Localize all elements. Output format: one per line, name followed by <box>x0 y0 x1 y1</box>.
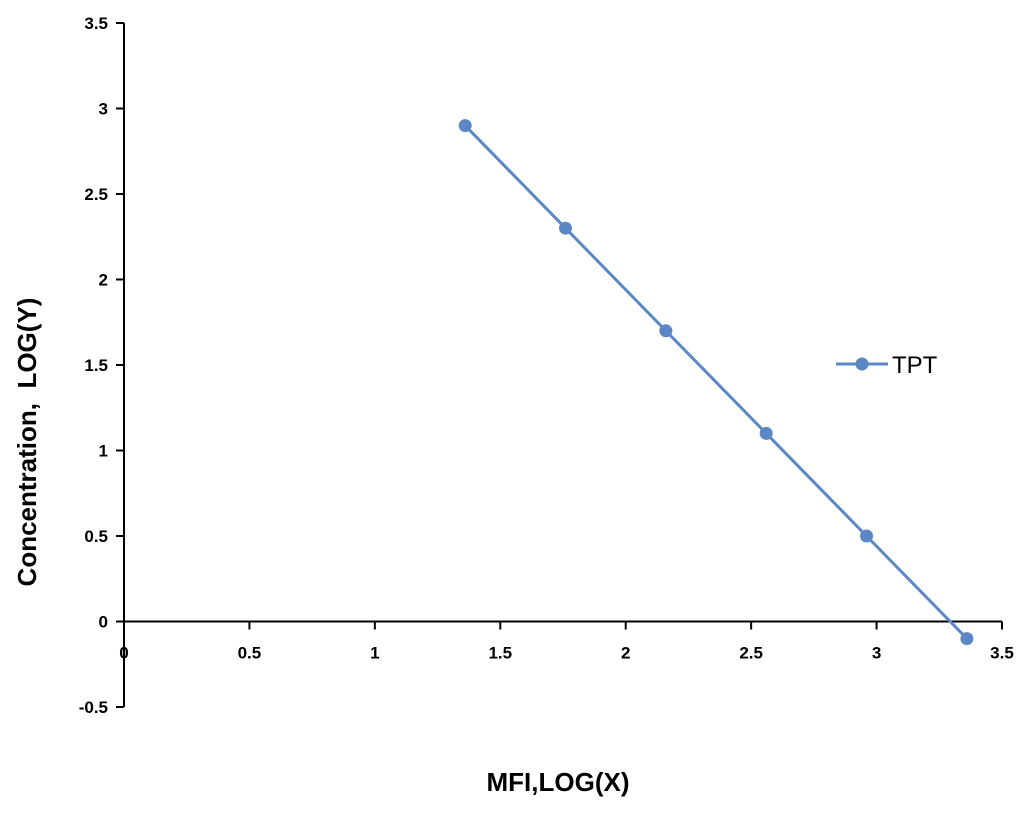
y-tick-label: 3 <box>99 100 108 119</box>
x-axis-title: MFI,LOG(X) <box>487 767 630 797</box>
x-tick-label: 0.5 <box>238 644 262 663</box>
data-point <box>960 632 974 646</box>
data-point <box>860 529 874 543</box>
y-tick-label: 0 <box>99 613 108 632</box>
y-tick-label: 2 <box>99 271 108 290</box>
data-point <box>659 324 673 338</box>
y-tick-label: 0.5 <box>84 527 108 546</box>
x-tick-label: 1 <box>370 644 379 663</box>
x-tick-label: 2 <box>621 644 630 663</box>
y-tick-label: 1.5 <box>84 356 108 375</box>
tick-labels: -0.5 0 0.5 1 1.5 2 2.5 3 3.5 0 0.5 1 1.5 2 2.5 3 3.5 <box>79 14 1014 717</box>
y-axis-title: Concentration, LOG(Y) <box>12 298 42 587</box>
data-point <box>559 221 573 235</box>
y-tick-label: -0.5 <box>79 698 108 717</box>
x-tick-label: 0 <box>119 644 128 663</box>
series-line-tpt <box>464 124 968 640</box>
legend-swatch-marker <box>855 357 869 371</box>
axes <box>116 22 1003 708</box>
y-tick-label: 1 <box>99 442 108 461</box>
legend-label-tpt: TPT <box>892 352 938 379</box>
y-tick-label: 2.5 <box>84 185 108 204</box>
y-tick-label: 3.5 <box>84 14 108 33</box>
series-layer <box>458 119 974 646</box>
data-point <box>759 426 773 440</box>
x-tick-label: 1.5 <box>488 644 512 663</box>
legend: TPT <box>836 352 938 379</box>
x-tick-label: 2.5 <box>739 644 763 663</box>
x-tick-label: 3.5 <box>990 644 1014 663</box>
data-point <box>458 119 472 133</box>
x-tick-label: 3 <box>872 644 881 663</box>
